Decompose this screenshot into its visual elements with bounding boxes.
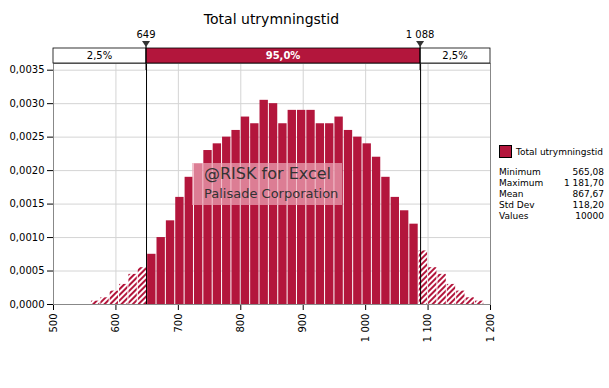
- html-text:Minimum: Minimum: [499, 167, 541, 177]
- svg-text:700: 700: [173, 314, 184, 333]
- html-text:565,08: 565,08: [572, 167, 604, 177]
- svg-text:1 088: 1 088: [406, 29, 435, 40]
- html-text:867,67: 867,67: [572, 189, 604, 199]
- svg-text:0,0010: 0,0010: [10, 232, 45, 243]
- svg-text:0,0035: 0,0035: [10, 64, 45, 75]
- svg-text:0,0005: 0,0005: [10, 265, 45, 276]
- html-text:1 181,70: 1 181,70: [563, 178, 604, 188]
- svg-text:600: 600: [110, 314, 121, 333]
- html-text:Std Dev: Std Dev: [499, 200, 535, 210]
- html-text:Maximum: Maximum: [499, 178, 544, 188]
- svg-text:500: 500: [48, 314, 59, 333]
- html-text:118,20: 118,20: [572, 200, 604, 210]
- svg-text:800: 800: [235, 314, 246, 333]
- svg-text:0,0030: 0,0030: [10, 98, 45, 109]
- html-text:Palisade Corporation: Palisade Corporation: [204, 186, 339, 201]
- html-text:@RISK for Excel: @RISK for Excel: [204, 164, 331, 183]
- html-text:Total utrymningstid: Total utrymningstid: [203, 11, 340, 27]
- svg-text:900: 900: [297, 314, 308, 333]
- svg-text:95,0%: 95,0%: [266, 50, 301, 61]
- svg-text:649: 649: [136, 29, 155, 40]
- html-text:10000: 10000: [575, 211, 604, 221]
- svg-text:0,0025: 0,0025: [10, 131, 45, 142]
- html-text:Mean: Mean: [499, 189, 524, 199]
- svg-text:2,5%: 2,5%: [442, 50, 467, 61]
- svg-text:1 100: 1 100: [422, 314, 433, 343]
- svg-text:0,0000: 0,0000: [10, 299, 45, 310]
- svg-text:0,0020: 0,0020: [10, 165, 45, 176]
- html-text:Total utrymningstid: Total utrymningstid: [516, 146, 603, 157]
- svg-text:2,5%: 2,5%: [87, 50, 112, 61]
- svg-text:1 000: 1 000: [360, 314, 371, 343]
- html-text:Values: Values: [499, 211, 529, 221]
- svg-text:1 200: 1 200: [485, 314, 495, 343]
- svg-text:0,0015: 0,0015: [10, 198, 45, 209]
